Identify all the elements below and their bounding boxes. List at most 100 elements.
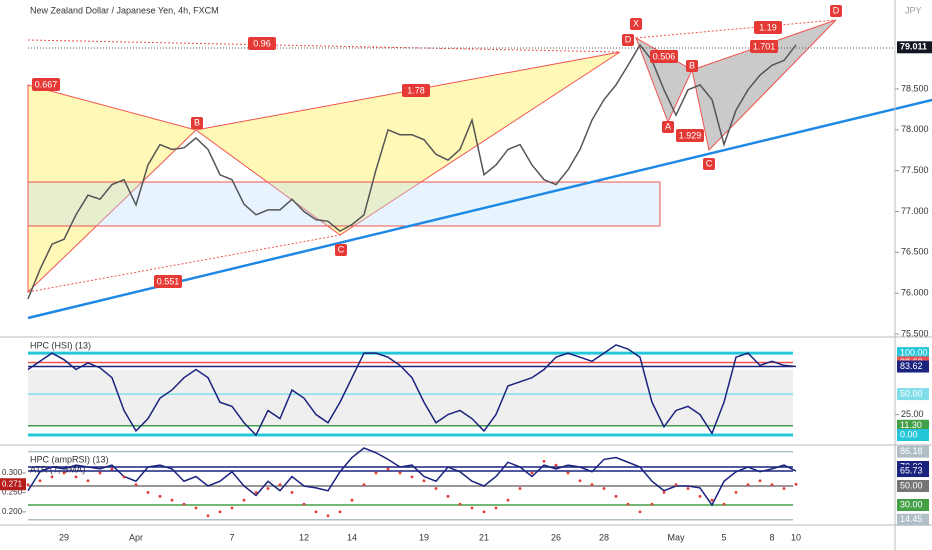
atr-dot [50,475,54,479]
point-label: B [689,60,695,70]
atr-dot [410,475,414,479]
atr-dot [434,487,438,490]
ratio-box [248,37,276,50]
x-tick-label: 7 [229,532,234,542]
x-tick-label: 8 [769,532,774,542]
axis-label-box [897,445,929,458]
atr-dot [470,506,474,510]
last-price-box [897,41,932,54]
pane-title: HPC (HSI) (13) [30,340,91,350]
axis-label: 86.18 [900,446,923,456]
point-box [830,5,842,17]
axis-label-box [897,360,929,373]
atr-dot [554,463,558,467]
atr-dot [326,514,330,518]
ratio-label: 1.78 [407,85,425,95]
y-tick-label: 76.000 [901,288,929,298]
x-tick-label: 19 [419,532,429,542]
atr-dot [146,491,150,494]
atr-dot [278,483,282,487]
atr-dot [770,483,774,487]
atr-dot [26,483,30,487]
ratio-line [635,19,837,39]
atr-dot [398,471,402,475]
atr-dot [530,471,534,475]
atr-dot [74,475,78,479]
atr-dot [38,479,42,483]
x-tick-label: 5 [721,532,726,542]
point-box [622,34,634,46]
axis-label-box [897,429,929,442]
atr-dot [182,502,186,506]
point-label: C [338,244,345,254]
point-box [630,18,642,30]
atr-dot [422,479,426,483]
y-tick-label: 75.500 [901,328,929,338]
point-label: B [194,117,200,127]
axis-label-box [897,480,929,492]
ratio-box [676,129,704,142]
pattern2-bcd [691,19,837,152]
axis-label: 50.00 [900,388,923,398]
atr-dot [290,491,294,494]
ratio-label: 1.929 [679,130,702,140]
axis-label: 30.00 [900,499,923,509]
atr-dot [590,483,594,487]
ratio-label: 0.551 [157,276,180,286]
atr-dot [62,471,66,475]
atr-last-label: 0.271 [2,479,23,488]
atr-dot [734,491,738,494]
atr-dot [746,483,750,487]
atr-dot [674,483,678,487]
axis-label-box [897,388,929,401]
ratio-line [27,39,621,53]
atr-dot [542,459,546,463]
series-line [27,447,797,507]
atr-dot [110,467,114,471]
atr-dot [698,494,702,498]
atr-dot [266,487,270,490]
axis-label-box [897,347,929,360]
atr-dot [578,479,582,483]
point-label: C [706,158,713,168]
point-label: A [665,121,671,131]
point-box [703,158,715,170]
point-box [335,244,347,256]
atr-dot [794,482,798,486]
x-tick-label: Apr [129,532,143,542]
ratio-box [32,78,60,91]
ratio-box [402,84,430,97]
atr-dot [350,498,354,502]
x-tick-label: May [667,532,685,542]
atr-dot [218,510,222,514]
ratio-label: 0.667 [35,79,58,89]
zone [27,181,661,227]
atr-dot [782,487,786,490]
atr-dot [710,498,714,502]
atr-dot [170,498,174,502]
point-box [662,121,674,133]
atr-dot [338,510,342,514]
atr-dot [206,514,210,518]
point-box [686,60,698,72]
point-label: X [633,18,639,28]
atr-dot [518,487,522,490]
point-label: D [833,5,840,15]
ratio-box [650,50,678,63]
atr-dot [158,494,162,498]
x-tick-label: 28 [599,532,609,542]
atr-dot [242,498,246,502]
axis-label: 14.45 [900,514,923,524]
ratio-label: 0.506 [653,51,676,61]
atr-dot [314,510,318,514]
y2-tick-label: 0.300 [2,468,23,477]
atr-dot [482,510,486,514]
atr-dot [650,502,654,506]
y-tick-label: 76.500 [901,247,929,257]
atr-dot [86,479,90,483]
y-tick-label: 78.000 [901,124,929,134]
currency: JPY [905,5,922,15]
axis-label: 50.00 [900,480,923,490]
atr-dot [302,502,306,506]
